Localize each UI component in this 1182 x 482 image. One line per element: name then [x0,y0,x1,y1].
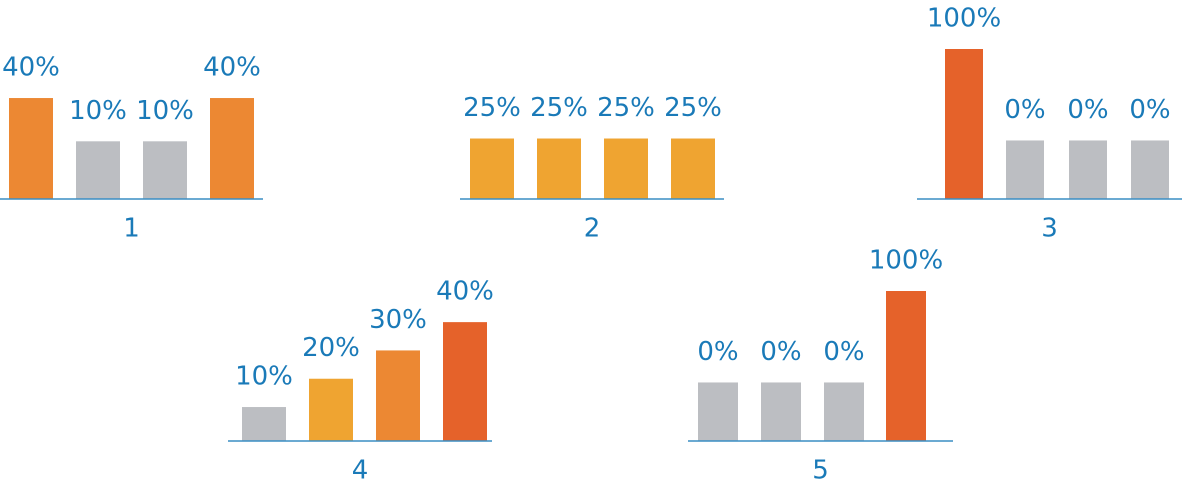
value-label: 100% [927,4,1001,34]
value-label: 0% [1067,95,1108,125]
bar [242,407,286,441]
value-label: 40% [436,277,494,307]
value-label: 0% [1129,95,1170,125]
bar [761,382,801,441]
bar [671,138,715,199]
bar [537,138,581,199]
bar [945,49,983,199]
bar [1006,140,1044,199]
bar [9,98,53,199]
bar [1069,140,1107,199]
chart-title: 1 [123,214,140,244]
chart-title: 2 [584,214,601,244]
value-label: 25% [463,93,521,123]
chart-title: 5 [812,456,829,482]
bar [470,138,514,199]
value-label: 40% [2,53,60,83]
bar [143,141,187,199]
value-label: 40% [203,53,261,83]
value-label: 0% [1004,95,1045,125]
bar [886,291,926,441]
bar [309,378,353,441]
bar [604,138,648,199]
value-label: 0% [760,337,801,367]
value-label: 25% [530,93,588,123]
value-label: 25% [597,93,655,123]
value-label: 0% [823,337,864,367]
chart-title: 4 [352,456,369,482]
value-label: 10% [69,96,127,126]
bar [76,141,120,199]
value-label: 10% [136,96,194,126]
value-label: 0% [697,337,738,367]
value-label: 20% [302,333,360,363]
bar [698,382,738,441]
value-label: 25% [664,93,722,123]
value-label: 30% [369,305,427,335]
value-label: 100% [869,246,943,276]
bar [443,322,487,441]
chart-title: 3 [1041,214,1058,244]
bar [210,98,254,199]
bar [1131,140,1169,199]
value-label: 10% [235,362,293,392]
bar [824,382,864,441]
bar [376,350,420,441]
